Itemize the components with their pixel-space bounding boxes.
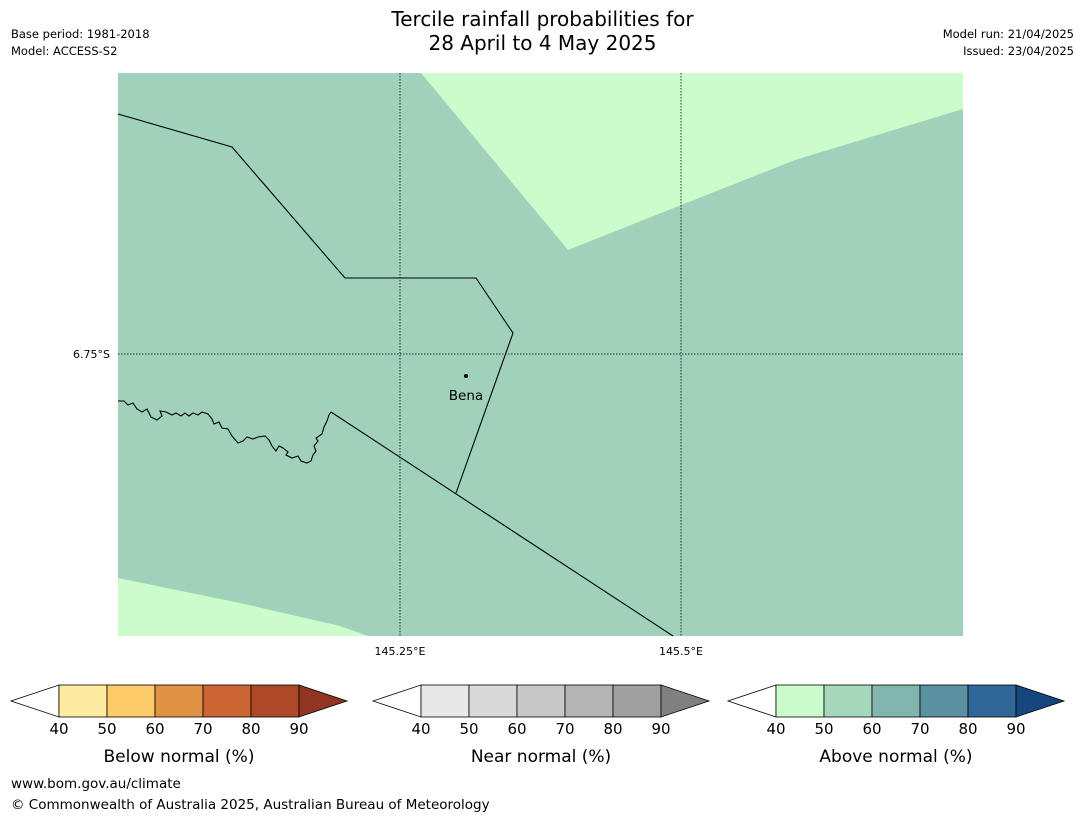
colorbar-segment	[202, 684, 252, 718]
title-line-2: 28 April to 4 May 2025	[428, 31, 657, 55]
colorbar-segment	[871, 684, 921, 718]
colorbar-segment	[106, 684, 156, 718]
colorbar-tick-label: 70	[193, 720, 212, 738]
colorbar-extend-high	[660, 684, 711, 718]
colorbar-segment	[154, 684, 204, 718]
colorbar-tick-label: 70	[910, 720, 929, 738]
colorbar-title: Below normal (%)	[104, 747, 255, 767]
province-boundary-south	[330, 411, 674, 637]
colorbar-extend-high	[298, 684, 349, 718]
town-marker-bena	[464, 374, 468, 378]
longitude-label-145-25: 145.25°E	[375, 645, 426, 658]
map-svg: Bena 6.75°S 145.25°E 145.5°E	[73, 73, 963, 658]
colorbar-tick-label: 50	[459, 720, 478, 738]
meta-right: Model run: 21/04/2025 Issued: 23/04/2025	[943, 26, 1074, 60]
base-period: Base period: 1981-2018	[11, 27, 150, 41]
colorbar-tick-label: 50	[97, 720, 116, 738]
colorbar-tick-label: 80	[603, 720, 622, 738]
colorbar-segment	[967, 684, 1017, 718]
colorbar-extend-high	[1015, 684, 1066, 718]
model-name: Model: ACCESS-S2	[11, 44, 118, 58]
colorbar-segment	[564, 684, 614, 718]
colorbar-tick-label: 60	[145, 720, 164, 738]
colorbar-tick-label: 80	[241, 720, 260, 738]
colorbar-legend: 40 50 60 70 80 90 Below normal (%) 40 50 60 70 80 90…	[9, 684, 1066, 767]
colorbar-segment	[516, 684, 566, 718]
colorbar-tick-label: 90	[289, 720, 308, 738]
colorbar-extend-low	[726, 684, 777, 718]
colorbar-tick-label: 90	[1006, 720, 1025, 738]
colorbar-tick-label: 40	[49, 720, 68, 738]
colorbar-segment	[919, 684, 969, 718]
colorbar-tick-label: 70	[555, 720, 574, 738]
colorbar-tick-label: 40	[766, 720, 785, 738]
longitude-label-145-5: 145.5°E	[659, 645, 703, 658]
province-boundary-north	[117, 113, 514, 494]
title-line-1: Tercile rainfall probabilities for	[391, 7, 694, 31]
colorbar-title: Above normal (%)	[819, 747, 972, 767]
colorbar-segment	[250, 684, 300, 718]
colorbar-tick-label: 90	[651, 720, 670, 738]
colorbar-tick-label: 60	[507, 720, 526, 738]
chart-title: Tercile rainfall probabilities for 28 Ap…	[0, 7, 1085, 55]
above-40-50-zone-southwest	[118, 578, 368, 636]
colorbar-tick-label: 50	[814, 720, 833, 738]
colorbar-near-normal: 40 50 60 70 80 90 Near normal (%)	[371, 684, 711, 767]
colorbar-segment	[775, 684, 825, 718]
footer-url: www.bom.gov.au/climate	[11, 776, 181, 792]
colorbar-below-normal: 40 50 60 70 80 90 Below normal (%)	[9, 684, 349, 767]
colorbar-tick-label: 40	[411, 720, 430, 738]
place-label-bena: Bena	[449, 388, 483, 404]
meta-left: Base period: 1981-2018 Model: ACCESS-S2	[11, 26, 150, 60]
colorbar-extend-low	[9, 684, 60, 718]
model-run: Model run: 21/04/2025	[942, 27, 1074, 41]
issued-date: Issued: 23/04/2025	[963, 44, 1074, 58]
colorbar-segment	[420, 684, 470, 718]
colorbar-tick-label: 60	[862, 720, 881, 738]
coastline-river-boundary	[118, 400, 332, 464]
colorbar-segment	[468, 684, 518, 718]
colorbar-segment	[612, 684, 662, 718]
footer: www.bom.gov.au/climate © Commonwealth of…	[11, 774, 490, 816]
colorbar-tick-label: 80	[958, 720, 977, 738]
footer-copyright: © Commonwealth of Australia 2025, Austra…	[11, 797, 490, 813]
latitude-label: 6.75°S	[73, 348, 110, 361]
colorbar-extend-low	[371, 684, 422, 718]
colorbar-segment	[58, 684, 108, 718]
above-40-50-zone-northeast	[421, 73, 963, 250]
colorbar-above-normal: 40 50 60 70 80 90 Above normal (%)	[726, 684, 1066, 767]
colorbar-title: Near normal (%)	[471, 747, 611, 767]
colorbar-segment	[823, 684, 873, 718]
